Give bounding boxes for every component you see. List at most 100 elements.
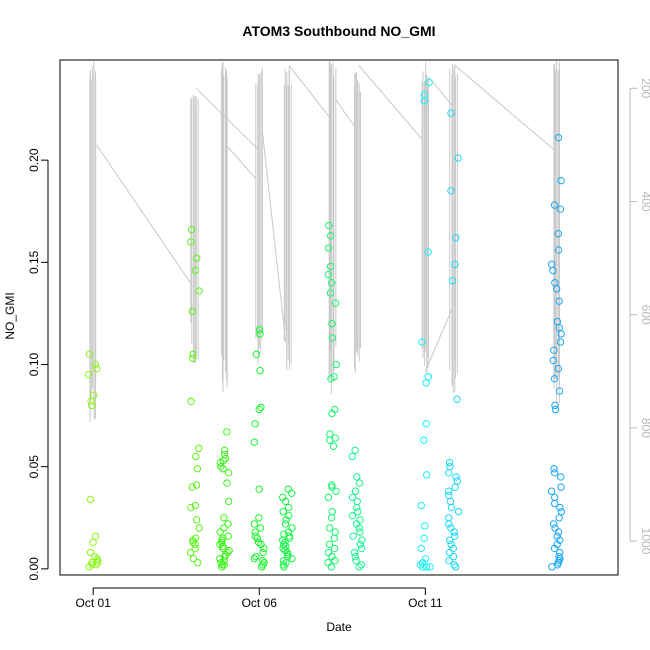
data-point bbox=[424, 248, 432, 256]
data-point bbox=[223, 428, 231, 436]
data-point bbox=[188, 307, 196, 316]
data-point bbox=[418, 338, 426, 346]
data-point bbox=[258, 563, 266, 571]
data-point bbox=[326, 262, 335, 271]
data-point bbox=[555, 297, 563, 305]
data-point bbox=[327, 279, 336, 287]
data-point bbox=[354, 507, 362, 516]
data-point bbox=[195, 287, 203, 295]
data-point bbox=[554, 364, 562, 373]
data-point bbox=[550, 201, 559, 209]
pressure-transit-line bbox=[424, 308, 453, 372]
data-point bbox=[91, 532, 100, 540]
data-point bbox=[220, 524, 228, 532]
data-point bbox=[420, 436, 428, 444]
data-point bbox=[255, 326, 264, 334]
data-point bbox=[454, 154, 462, 162]
data-point bbox=[285, 534, 294, 542]
data-point bbox=[550, 544, 559, 553]
data-point bbox=[285, 512, 293, 520]
data-point bbox=[324, 244, 333, 252]
data-point bbox=[547, 487, 556, 495]
data-point bbox=[453, 477, 461, 485]
data-point bbox=[452, 234, 460, 242]
data-point bbox=[549, 266, 557, 275]
data-point bbox=[284, 485, 292, 493]
data-point bbox=[332, 360, 340, 369]
data-point bbox=[87, 397, 95, 405]
data-point bbox=[251, 532, 259, 540]
data-point bbox=[89, 391, 98, 399]
data-point bbox=[351, 552, 359, 561]
data-point bbox=[91, 360, 100, 369]
pressure-transit-line bbox=[335, 99, 357, 129]
data-point bbox=[279, 544, 287, 553]
data-point bbox=[348, 452, 356, 461]
data-point bbox=[352, 556, 360, 565]
data-point bbox=[257, 403, 265, 412]
data-point bbox=[549, 520, 558, 528]
data-point bbox=[419, 563, 427, 571]
data-point bbox=[356, 528, 364, 536]
data-point bbox=[552, 285, 561, 293]
data-point bbox=[550, 469, 559, 477]
data-point bbox=[189, 350, 197, 358]
data-point bbox=[327, 563, 336, 571]
data-point bbox=[327, 514, 336, 522]
data-point bbox=[224, 469, 233, 477]
data-point bbox=[557, 473, 565, 481]
data-point bbox=[555, 387, 564, 395]
data-point bbox=[330, 534, 338, 542]
data-point bbox=[189, 554, 198, 563]
data-point bbox=[446, 497, 455, 506]
data-point bbox=[89, 538, 97, 547]
x-axis-label: Date bbox=[326, 620, 352, 634]
data-point bbox=[557, 176, 565, 185]
data-point bbox=[86, 548, 95, 557]
pressure-transit-line bbox=[288, 65, 330, 117]
data-point bbox=[223, 479, 231, 487]
data-point bbox=[445, 469, 453, 477]
data-point bbox=[555, 514, 563, 522]
y2-tick-label: 800 bbox=[639, 418, 650, 438]
data-point bbox=[550, 346, 558, 354]
data-point bbox=[219, 544, 227, 553]
data-point bbox=[445, 491, 453, 499]
data-point bbox=[85, 350, 94, 358]
data-point bbox=[447, 540, 455, 549]
data-point bbox=[556, 205, 565, 213]
data-point bbox=[224, 520, 232, 528]
data-point bbox=[451, 260, 459, 269]
data-point bbox=[256, 524, 265, 532]
data-point bbox=[324, 559, 332, 567]
data-point bbox=[326, 289, 335, 297]
data-point bbox=[355, 479, 364, 487]
data-point bbox=[254, 538, 263, 547]
data-point bbox=[356, 540, 364, 549]
data-point bbox=[454, 507, 463, 516]
data-point bbox=[447, 503, 456, 512]
data-point bbox=[187, 225, 196, 234]
data-point bbox=[252, 552, 260, 561]
data-point bbox=[250, 520, 259, 528]
data-point bbox=[357, 544, 366, 553]
data-point bbox=[260, 544, 268, 553]
data-point bbox=[450, 561, 458, 569]
data-point bbox=[550, 465, 558, 473]
data-point bbox=[551, 499, 559, 508]
data-point bbox=[216, 554, 224, 563]
pressure-transit-line bbox=[96, 144, 194, 287]
data-point bbox=[550, 375, 559, 383]
data-point bbox=[252, 350, 261, 358]
data-point bbox=[450, 528, 458, 536]
data-point bbox=[287, 489, 296, 497]
data-point bbox=[557, 330, 565, 338]
data-point bbox=[556, 536, 564, 544]
data-point bbox=[330, 544, 339, 553]
pressure-transit-line bbox=[262, 133, 287, 344]
data-point bbox=[445, 556, 453, 565]
data-point bbox=[351, 487, 360, 495]
data-point bbox=[192, 452, 200, 461]
y2-tick-label: 200 bbox=[639, 78, 650, 98]
data-point bbox=[84, 371, 93, 379]
